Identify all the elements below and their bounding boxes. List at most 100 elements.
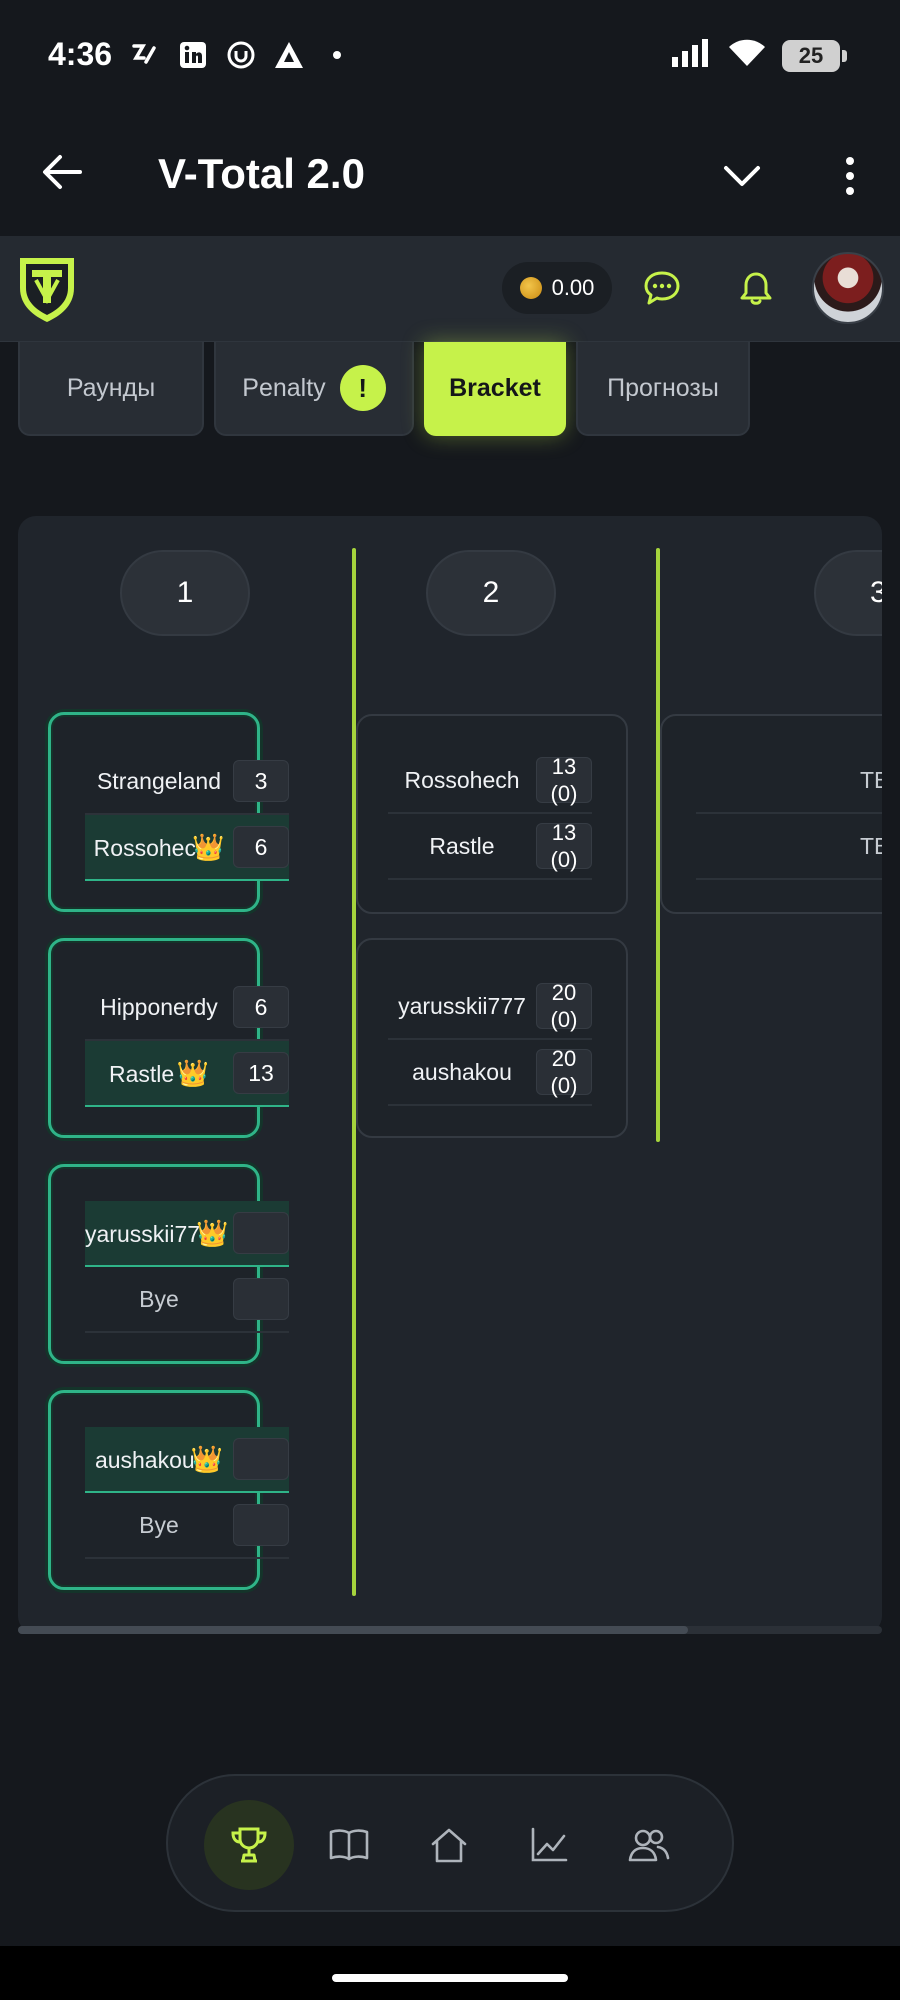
- app-icon: [128, 38, 162, 72]
- status-bar: 4:36 25: [0, 0, 900, 110]
- wifi-icon: [728, 38, 766, 73]
- balance-pill[interactable]: 0.00: [502, 262, 612, 314]
- horizontal-scrollbar[interactable]: [18, 1626, 882, 1634]
- player-row-winner: Rossohec👑 6: [85, 815, 289, 881]
- bell-icon: [740, 272, 772, 305]
- score-box: 13 (0): [536, 820, 592, 872]
- chat-icon: [644, 271, 680, 305]
- crown-icon: 👑: [176, 1057, 209, 1088]
- site-header: 0.00: [0, 236, 900, 342]
- chevron-down-icon: [724, 166, 760, 186]
- gesture-bar: [0, 1946, 900, 2000]
- round-header-1: 1: [120, 550, 250, 636]
- coin-icon: [519, 277, 542, 299]
- match-card[interactable]: yarusskii77👑 Bye: [48, 1164, 289, 1364]
- nav-home[interactable]: [404, 1800, 494, 1890]
- score-box: [233, 1504, 289, 1546]
- match-card[interactable]: Rossohech 13 (0) Rastle 13 (0): [356, 714, 628, 914]
- match-card[interactable]: TBD TBD: [660, 714, 882, 914]
- round-header-3: 3: [814, 550, 882, 636]
- player-row: Bye: [85, 1493, 289, 1559]
- alert-badge: !: [339, 365, 386, 411]
- tab-label: Bracket: [449, 373, 541, 402]
- player-row: TBD: [696, 748, 882, 814]
- back-button[interactable]: [36, 146, 88, 198]
- bracket-panel[interactable]: 1 2 3 Strangeland 3 Rossohec👑 6 Hipponer…: [18, 516, 882, 1634]
- tab-rounds[interactable]: Раунды: [18, 342, 204, 436]
- bottom-nav: [166, 1774, 734, 1912]
- score-box: 20 (0): [536, 1046, 592, 1098]
- match-card[interactable]: yarusskii777 20 (0) aushakou 20 (0): [356, 938, 628, 1138]
- app-title: V-Total 2.0: [158, 150, 365, 197]
- player-name: Rossohec👑: [93, 831, 225, 862]
- user-avatar[interactable]: [812, 252, 884, 324]
- tab-label: Раунды: [66, 373, 156, 402]
- player-name: yarusskii77👑: [85, 1217, 229, 1248]
- score-box: 3: [233, 760, 289, 802]
- player-name: Hipponerdy: [100, 993, 218, 1020]
- nav-community[interactable]: [604, 1800, 694, 1890]
- chart-line-icon: [531, 1827, 568, 1862]
- tab-bracket[interactable]: Bracket: [424, 342, 566, 436]
- score-box: 13: [233, 1052, 289, 1094]
- player-name: Strangeland: [96, 767, 222, 794]
- nav-stats[interactable]: [504, 1800, 594, 1890]
- system-icons: 25: [672, 38, 847, 73]
- player-row: Rossohech 13 (0): [388, 748, 592, 814]
- triangle-app-icon: [272, 38, 306, 72]
- home-icon: [431, 1828, 467, 1863]
- nav-tournaments[interactable]: [204, 1800, 294, 1890]
- score-box: 13 (0): [536, 754, 592, 806]
- match-card[interactable]: aushakou👑 Bye: [48, 1390, 289, 1590]
- chat-button[interactable]: [634, 260, 690, 316]
- score-box: 6: [233, 986, 289, 1028]
- player-row: Bye: [85, 1267, 289, 1333]
- player-name: yarusskii777: [398, 992, 526, 1019]
- home-gesture-handle[interactable]: [332, 1974, 568, 1982]
- battery-icon: 25: [782, 39, 847, 72]
- match-card[interactable]: Hipponerdy 6 Rastle 👑 13: [48, 938, 289, 1138]
- trophy-icon: [231, 1827, 267, 1863]
- expand-button[interactable]: [716, 150, 768, 202]
- power-icon: [224, 38, 258, 72]
- round-divider: [352, 548, 356, 1596]
- tab-label: Прогнозы: [607, 373, 719, 402]
- more-vertical-icon: [846, 157, 854, 195]
- nav-rules[interactable]: [304, 1800, 394, 1890]
- logo[interactable]: [16, 252, 78, 324]
- crown-icon: 👑: [196, 1217, 229, 1248]
- balance-value: 0.00: [551, 275, 595, 300]
- tab-predictions[interactable]: Прогнозы: [576, 342, 750, 436]
- player-row: Strangeland 3: [85, 749, 289, 815]
- score-box: 6: [233, 826, 289, 868]
- player-name: TBD: [860, 766, 882, 793]
- book-icon: [329, 1829, 369, 1861]
- more-options-button[interactable]: [824, 150, 876, 202]
- score-box: [233, 1438, 289, 1480]
- player-row: TBD: [696, 814, 882, 880]
- crown-icon: 👑: [191, 831, 225, 862]
- player-row-winner: aushakou👑: [85, 1427, 289, 1493]
- round-header-2: 2: [426, 550, 556, 636]
- shield-logo-icon: [20, 258, 74, 322]
- scrollbar-thumb[interactable]: [18, 1626, 688, 1634]
- player-name: Rastle: [429, 832, 495, 859]
- score-box: [233, 1278, 289, 1320]
- notifications-button[interactable]: [728, 260, 784, 316]
- linkedin-icon: [176, 38, 210, 72]
- notification-icons: [128, 38, 354, 72]
- crown-icon: 👑: [190, 1443, 224, 1474]
- player-row: yarusskii777 20 (0): [388, 974, 592, 1040]
- player-row: Hipponerdy 6: [85, 975, 289, 1041]
- score-box: [233, 1212, 289, 1254]
- tab-penalty[interactable]: Penalty !: [214, 342, 414, 436]
- signal-icon: [672, 39, 712, 72]
- arrow-left-icon: [43, 155, 82, 189]
- player-name: TBD: [860, 832, 882, 859]
- player-name: aushakou: [412, 1058, 512, 1085]
- player-row: Rastle 13 (0): [388, 814, 592, 880]
- player-name: Bye: [139, 1511, 179, 1538]
- match-card[interactable]: Strangeland 3 Rossohec👑 6: [48, 712, 289, 912]
- more-notifications-dot-icon: [320, 38, 354, 72]
- player-row: aushakou 20 (0): [388, 1040, 592, 1106]
